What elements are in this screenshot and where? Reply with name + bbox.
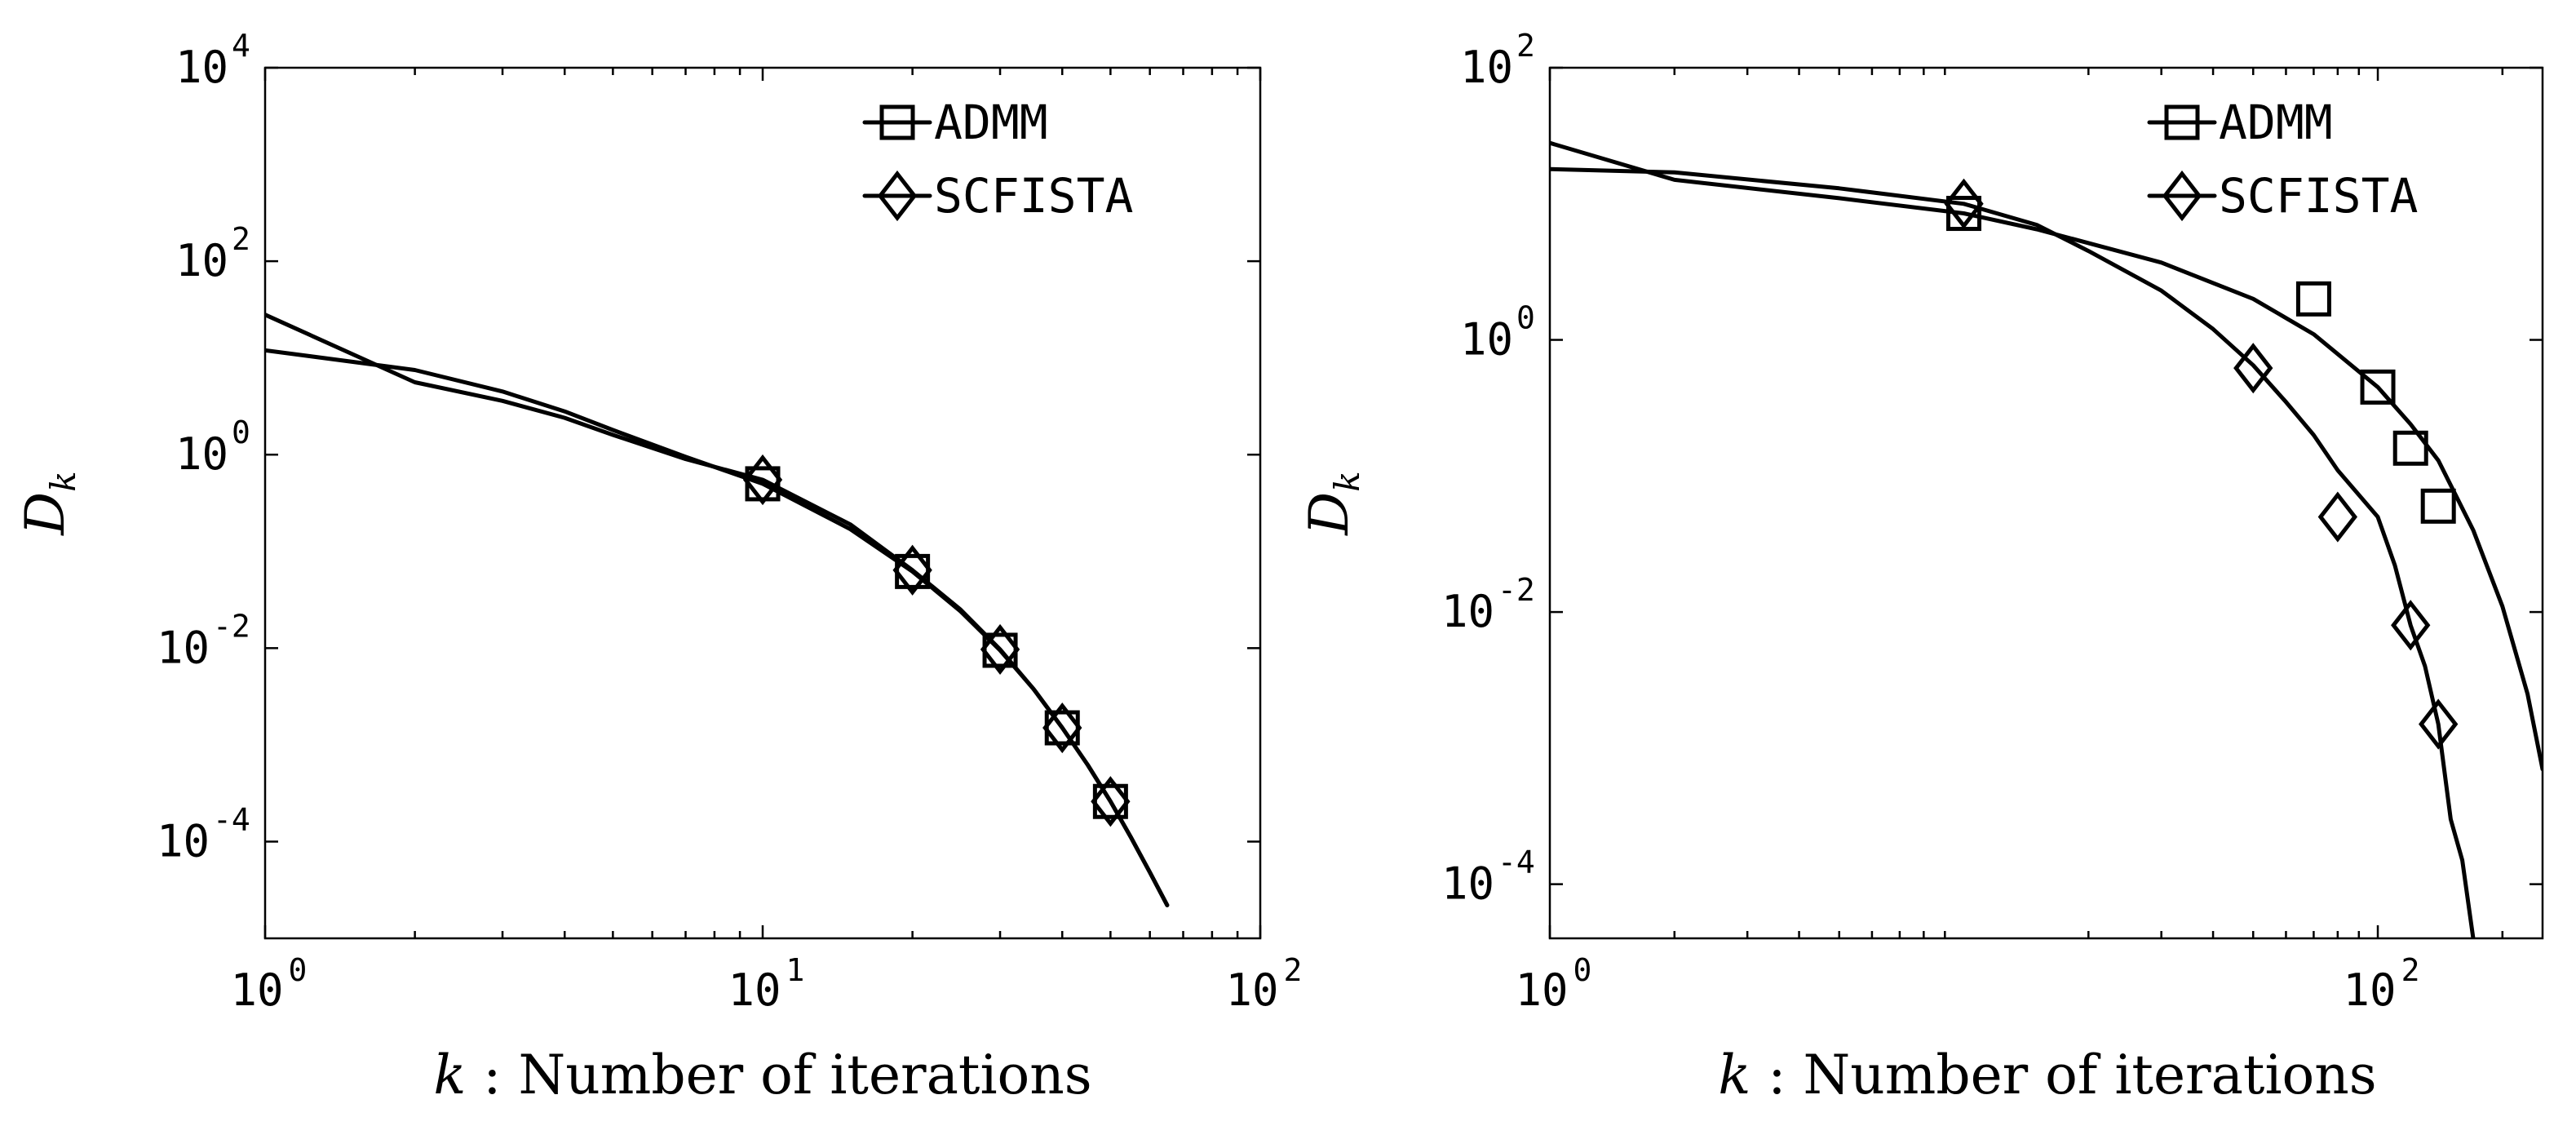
legend-marker-scfista — [2162, 170, 2202, 222]
data-point-admm — [2295, 281, 2331, 317]
x-tick-exponent: 2 — [1284, 952, 1303, 988]
data-point-admm — [2360, 369, 2396, 405]
y-tick-label: 10 — [1460, 42, 1513, 93]
x-tick-exponent: 0 — [1573, 952, 1592, 988]
legend-label-scfista: SCFISTA — [934, 168, 1133, 224]
data-point-scfista — [1944, 178, 1984, 229]
y-axis-variable: D — [1298, 492, 1361, 536]
x-axis-text: : Number of iterations — [466, 1044, 1091, 1106]
data-point-scfista — [2391, 600, 2431, 651]
data-point-scfista — [1091, 776, 1131, 827]
y-tick-label: 10 — [1460, 314, 1513, 366]
y-tick-label: 10 — [175, 42, 228, 93]
x-axis-label: k : Number of iterations — [433, 1044, 1091, 1106]
legend-label-admm: ADMM — [2219, 95, 2333, 150]
y-axis-subscript: k — [1327, 471, 1367, 491]
data-layer — [265, 313, 1170, 907]
y-tick-label: 10 — [157, 815, 210, 867]
x-axis-variable: k — [1718, 1044, 1751, 1106]
legend-marker-scfista — [877, 170, 918, 222]
x-tick-label: 10 — [1515, 964, 1568, 1016]
x-tick-label: 10 — [728, 964, 781, 1016]
data-point-scfista — [2233, 343, 2273, 394]
y-axis-subscript: k — [43, 471, 83, 491]
legend-label-admm: ADMM — [934, 95, 1048, 150]
x-tick-label: 10 — [1225, 964, 1278, 1016]
y-tick-exponent: 0 — [1516, 300, 1535, 336]
series-line-admm — [1550, 140, 2543, 772]
legend-label-scfista: SCFISTA — [2219, 168, 2418, 224]
x-tick-label: 10 — [2344, 964, 2397, 1016]
data-point-scfista — [980, 623, 1020, 675]
y-tick-exponent: -2 — [213, 608, 250, 644]
y-tick-exponent: -4 — [1498, 844, 1535, 880]
data-point-scfista — [2419, 698, 2459, 750]
data-point-scfista — [892, 544, 932, 596]
x-tick-exponent: 1 — [786, 952, 805, 988]
series-line-scfista — [1550, 166, 2476, 938]
legend-marker-admm — [879, 104, 915, 140]
data-point-scfista — [1042, 702, 1082, 754]
data-point-scfista — [2317, 491, 2358, 543]
y-tick-label: 10 — [1441, 586, 1494, 637]
x-axis-variable: k — [433, 1044, 466, 1106]
y-axis-variable: D — [14, 492, 77, 536]
series-line-scfista — [265, 313, 1170, 907]
data-layer — [1550, 140, 2543, 938]
x-axis-label: k : Number of iterations — [1718, 1044, 2376, 1106]
data-point-admm — [2420, 488, 2456, 524]
data-point-scfista — [742, 454, 783, 506]
y-tick-exponent: 4 — [232, 28, 250, 64]
y-tick-label: 10 — [1441, 858, 1494, 910]
data-point-admm — [2392, 430, 2428, 466]
minor-ticks — [1673, 68, 2504, 938]
y-tick-exponent: -2 — [1498, 572, 1535, 608]
y-tick-exponent: 2 — [232, 221, 250, 257]
y-axis-label: Dk — [1298, 471, 1367, 535]
series-line-admm — [265, 348, 1170, 907]
y-tick-label: 10 — [157, 622, 210, 673]
x-tick-exponent: 0 — [289, 952, 308, 988]
x-axis-text: : Number of iterations — [1751, 1044, 2376, 1106]
y-tick-label: 10 — [175, 235, 228, 286]
x-tick-exponent: 2 — [2401, 952, 2420, 988]
y-tick-exponent: 2 — [1516, 28, 1535, 64]
legend-marker-admm — [2164, 104, 2200, 140]
minor-ticks — [414, 68, 1239, 938]
y-tick-label: 10 — [175, 428, 228, 480]
y-tick-exponent: -4 — [213, 801, 250, 837]
y-tick-exponent: 0 — [232, 414, 250, 450]
x-tick-label: 10 — [230, 964, 283, 1016]
plot-area-frame — [1548, 66, 2544, 940]
y-axis-label: Dk — [14, 471, 83, 535]
